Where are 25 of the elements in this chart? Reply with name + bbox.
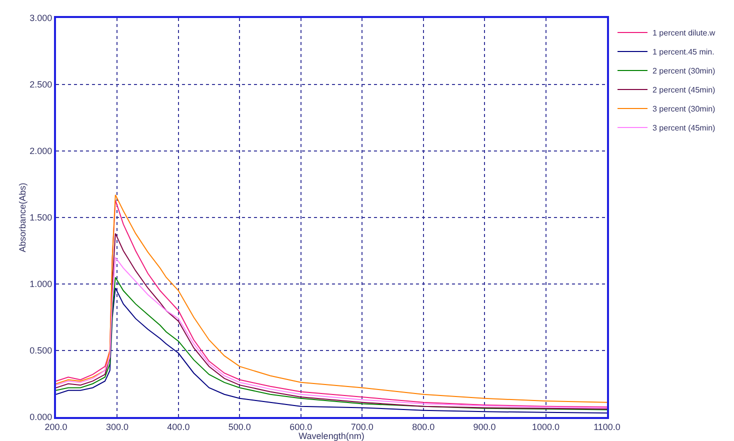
y-tick-label: 3.000 [30,13,52,24]
y-tick-label: 0.000 [30,412,52,422]
x-tick-label: 500.0 [228,422,251,432]
legend-label: 3 percent (45min) [652,124,716,133]
x-tick-label: 800.0 [412,422,435,432]
legend-label: 2 percent (45min) [652,86,716,95]
y-tick-label: 2.000 [30,146,52,156]
legend-label: 3 percent (30min) [652,104,716,114]
y-axis-title: Absorbance(Abs) [18,182,28,252]
legend-label: 2 percent (30min) [652,66,716,76]
x-tick-label: 600.0 [290,422,312,432]
legend-label: 1 percent.45 min. [652,48,714,57]
x-axis-title: Wavelength(nm) [298,431,364,441]
x-tick-label: 300.0 [106,422,128,432]
y-tick-label: 1.500 [30,212,52,223]
y-tick-label: 1.000 [30,279,52,290]
x-tick-label: 200.0 [44,422,68,432]
x-tick-label: 700.0 [350,422,374,432]
y-tick-label: 0.500 [30,346,52,356]
x-tick-label: 1000.0 [532,422,560,432]
x-tick-label: 900.0 [473,422,496,432]
x-tick-label: 400.0 [167,422,190,432]
legend-label: 1 percent dilute.w [652,28,716,38]
x-tick-label: 1100.0 [594,422,620,432]
y-tick-label: 2.500 [30,80,52,90]
